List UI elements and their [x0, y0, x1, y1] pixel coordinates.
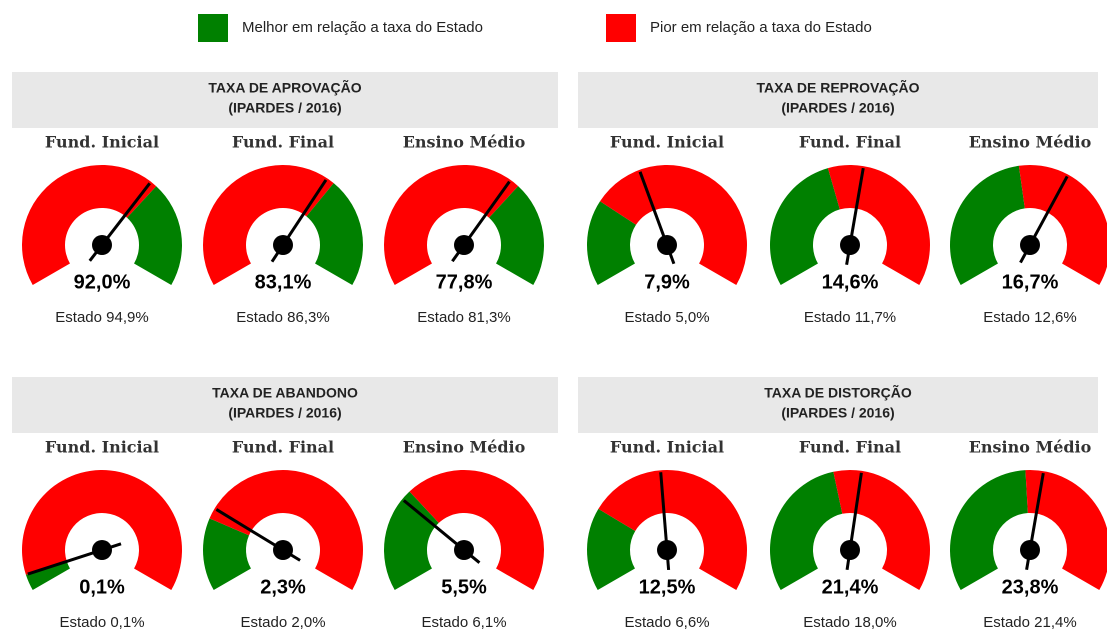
gauge-segment [25, 561, 70, 590]
gauge-hub [273, 540, 293, 560]
gauge-segment [600, 164, 748, 285]
panel-subtitle: (IPARDES / 2016) [228, 100, 341, 116]
gauge-value: 5,5% [441, 576, 487, 598]
state-value: Estado 94,9% [55, 309, 148, 326]
legend-swatch [198, 14, 228, 42]
state-value: Estado 86,3% [236, 309, 329, 326]
gauge-segment [1025, 470, 1107, 590]
gauge-value: 77,8% [436, 271, 493, 293]
gauge-hub [92, 235, 112, 255]
gauge-hub [454, 235, 474, 255]
gauge-value: 83,1% [255, 271, 312, 293]
gauge-segment [203, 164, 334, 285]
state-value: Estado 12,6% [983, 309, 1076, 326]
state-value: Estado 21,4% [983, 614, 1076, 630]
gauge-category: Ensino Médio [403, 438, 526, 457]
legend-swatch [606, 14, 636, 42]
gauge-category: Fund. Final [232, 438, 334, 457]
gauge-segment [409, 470, 544, 590]
gauge-category: Fund. Inicial [610, 133, 724, 152]
gauge-category: Fund. Inicial [45, 133, 159, 152]
gauge-hub [92, 540, 112, 560]
gauge-category: Fund. Final [799, 438, 901, 457]
gauge-category: Fund. Final [232, 133, 334, 152]
gauge-hub [1020, 540, 1040, 560]
state-value: Estado 6,6% [624, 614, 709, 630]
panel-header [12, 72, 558, 128]
gauge-value: 12,5% [639, 576, 696, 598]
state-value: Estado 81,3% [417, 309, 510, 326]
gauge-category: Ensino Médio [969, 133, 1092, 152]
state-value: Estado 18,0% [803, 614, 896, 630]
gauge-segment [209, 470, 363, 590]
panel-subtitle: (IPARDES / 2016) [781, 405, 894, 421]
gauge-segment [598, 469, 748, 590]
panel-header [12, 377, 558, 433]
gauge-segment [827, 165, 930, 285]
legend-label: Melhor em relação a taxa do Estado [242, 19, 483, 36]
gauge-segment [770, 471, 843, 590]
gauge-hub [657, 540, 677, 560]
gauge-segment [1018, 165, 1107, 285]
gauge-segment [306, 183, 363, 285]
gauge-hub [657, 235, 677, 255]
gauge-value: 23,8% [1002, 576, 1059, 598]
gauge-value: 7,9% [644, 271, 690, 293]
state-value: Estado 6,1% [421, 614, 506, 630]
gauge-hub [273, 235, 293, 255]
state-value: Estado 0,1% [59, 614, 144, 630]
gauge-segment [769, 168, 840, 285]
panel-subtitle: (IPARDES / 2016) [228, 405, 341, 421]
state-value: Estado 2,0% [240, 614, 325, 630]
panel-title: TAXA DE APROVAÇÃO [208, 79, 361, 96]
gauge-segment [587, 508, 636, 590]
gauge-segment [21, 469, 183, 590]
gauge-category: Fund. Final [799, 133, 901, 152]
gauge-segment [203, 518, 251, 590]
gauge-segment [949, 470, 1028, 590]
gauge-segment [383, 164, 519, 285]
gauge-value: 21,4% [822, 576, 879, 598]
state-value: Estado 11,7% [804, 309, 896, 326]
gauge-category: Fund. Inicial [45, 438, 159, 457]
gauge-category: Ensino Médio [403, 133, 526, 152]
panel-header [578, 377, 1098, 433]
legend-label: Pior em relação a taxa do Estado [650, 19, 872, 36]
panel-title: TAXA DE REPROVAÇÃO [756, 79, 919, 96]
panel-title: TAXA DE DISTORÇÃO [764, 384, 912, 401]
gauge-segment [833, 469, 931, 590]
gauge-value: 14,6% [822, 271, 879, 293]
panel-header [578, 72, 1098, 128]
gauge-segment [489, 186, 545, 285]
gauge-value: 2,3% [260, 576, 306, 598]
gauge-hub [840, 235, 860, 255]
gauge-value: 16,7% [1002, 271, 1059, 293]
gauge-hub [840, 540, 860, 560]
panel-subtitle: (IPARDES / 2016) [781, 100, 894, 116]
gauge-value: 0,1% [79, 576, 125, 598]
gauge-hub [1020, 235, 1040, 255]
gauge-hub [454, 540, 474, 560]
gauge-category: Ensino Médio [969, 438, 1092, 457]
gauge-segment [22, 164, 157, 285]
gauge-segment [950, 165, 1025, 285]
gauge-value: 92,0% [74, 271, 131, 293]
gauge-category: Fund. Inicial [610, 438, 724, 457]
panel-title: TAXA DE ABANDONO [212, 385, 358, 401]
gauge-segment [586, 201, 637, 285]
gauge-segment [127, 186, 182, 285]
state-value: Estado 5,0% [624, 309, 709, 326]
